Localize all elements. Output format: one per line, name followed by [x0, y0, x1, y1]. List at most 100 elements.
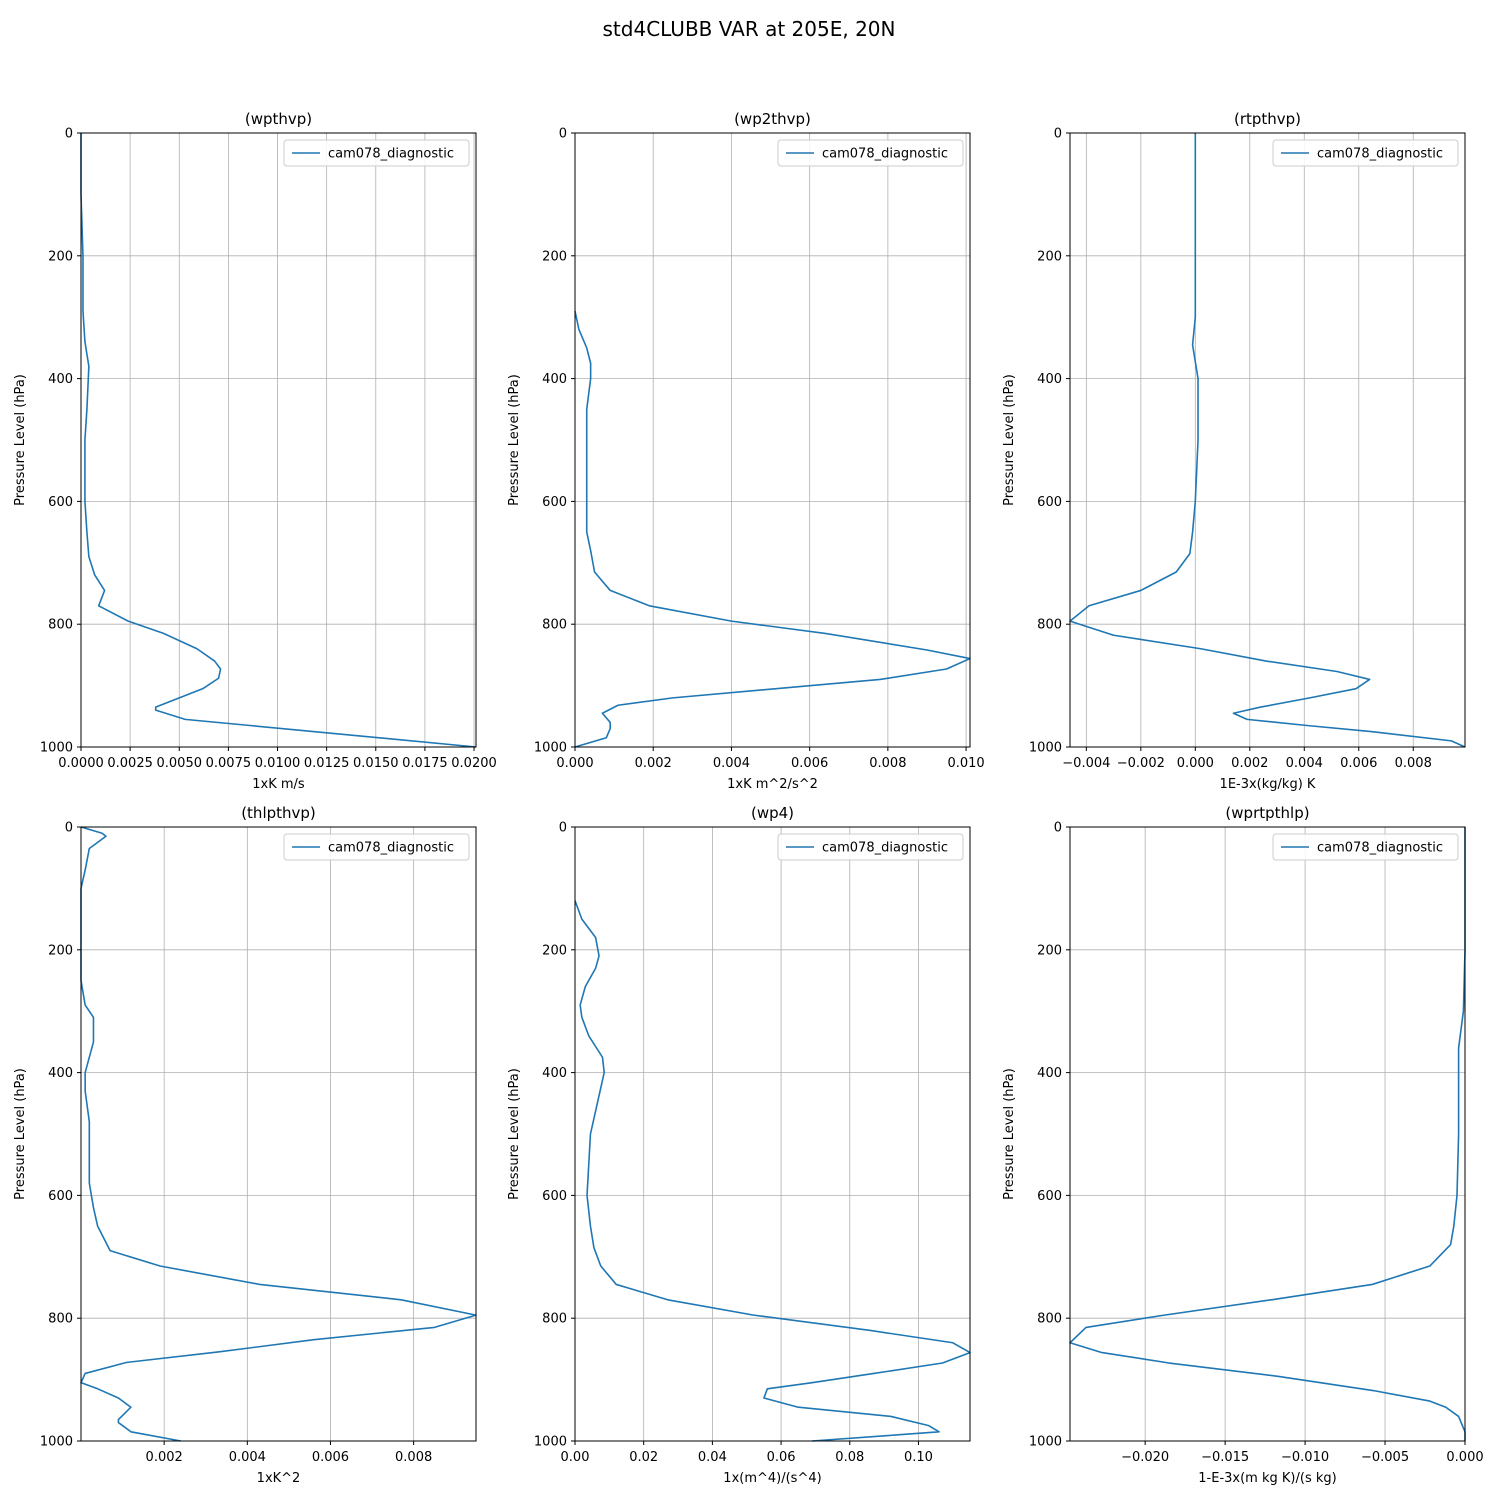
y-tick-label: 800	[542, 618, 567, 633]
y-tick-label: 800	[1037, 1312, 1062, 1327]
legend-box	[777, 833, 964, 861]
axes-frame	[1069, 132, 1466, 748]
x-tick-label: −0.015	[1201, 1450, 1249, 1465]
series-line	[574, 310, 971, 748]
x-tick-label: 0.04	[698, 1450, 727, 1465]
y-tick-label: 0	[65, 821, 73, 836]
x-tick-label: 0.0175	[402, 756, 448, 771]
y-tick-label: 600	[1037, 495, 1062, 510]
x-tick-label: 0.000	[1177, 756, 1214, 771]
y-axis-label: Pressure Level (hPa)	[507, 374, 522, 506]
x-tick-label: 0.0125	[304, 756, 350, 771]
x-tick-label: 0.0150	[353, 756, 399, 771]
y-tick-label: 200	[48, 943, 73, 958]
y-tick-label: 200	[542, 249, 567, 264]
y-tick-label: 1000	[40, 1435, 73, 1450]
subplot-title: (wp4)	[751, 804, 794, 822]
legend-box	[777, 139, 964, 167]
y-tick-label: 800	[542, 1312, 567, 1327]
x-tick-label: 0.004	[713, 756, 750, 771]
series-line	[80, 133, 477, 748]
y-tick-label: 0	[1054, 127, 1062, 142]
x-tick-label: 0.002	[146, 1450, 183, 1465]
legend-box	[283, 833, 470, 861]
x-tick-label: −0.020	[1121, 1450, 1169, 1465]
legend-label: cam078_diagnostic	[328, 841, 454, 856]
y-tick-label: 200	[542, 943, 567, 958]
y-tick-label: 800	[1037, 618, 1062, 633]
y-tick-label: 1000	[1029, 741, 1062, 756]
legend-box	[1272, 833, 1459, 861]
y-tick-label: 800	[48, 1312, 73, 1327]
x-tick-label: 0.0200	[451, 756, 497, 771]
legend-box	[1272, 139, 1459, 167]
x-axis-label: 1xK m^2/s^2	[727, 777, 818, 792]
x-tick-label: −0.010	[1281, 1450, 1329, 1465]
y-tick-label: 600	[1037, 1189, 1062, 1204]
subplot-4: 0.002 0.004 0.006 0.008 0 200 400 600 800 1000 (th…	[13, 804, 477, 1486]
y-tick-label: 200	[1037, 249, 1062, 264]
x-tick-label: 0.0075	[206, 756, 252, 771]
y-axis-label: Pressure Level (hPa)	[1002, 374, 1017, 506]
y-tick-label: 400	[542, 1066, 567, 1081]
x-tick-label: 0.0050	[157, 756, 203, 771]
x-axis-label: 1xK^2	[257, 1471, 301, 1486]
series-line	[574, 900, 971, 1442]
y-tick-label: 200	[48, 249, 73, 264]
series-line	[1069, 827, 1466, 1441]
x-tick-label: 0.006	[791, 756, 828, 771]
y-tick-label: 400	[48, 372, 73, 387]
x-tick-label: 0.002	[1231, 756, 1268, 771]
legend: cam078_diagnostic	[283, 139, 470, 167]
subplot-title: (wp2thvp)	[734, 110, 811, 128]
y-tick-label: 0	[1054, 821, 1062, 836]
y-tick-label: 600	[48, 495, 73, 510]
axes-frame	[1069, 826, 1466, 1442]
x-axis-label: 1E-3x(kg/kg) K	[1220, 777, 1316, 792]
subplot-5: 0.00 0.02 0.04 0.06 0.08 0.10 0 200 400 600 800 100…	[507, 804, 971, 1486]
x-tick-label: −0.005	[1361, 1450, 1409, 1465]
x-tick-label: 0.000	[1446, 1450, 1483, 1465]
subplot-3: −0.004 −0.002 0.000 0.002 0.004 0.006 0.008 0 20…	[1002, 110, 1466, 792]
y-tick-label: 200	[1037, 943, 1062, 958]
y-tick-label: 1000	[1029, 1435, 1062, 1450]
x-tick-label: 0.0100	[255, 756, 301, 771]
figure-title: std4CLUBB VAR at 205E, 20N	[603, 17, 896, 41]
y-tick-label: 400	[1037, 1066, 1062, 1081]
x-tick-label: 0.008	[1395, 756, 1432, 771]
x-tick-label: 0.02	[629, 1450, 658, 1465]
x-tick-label: 0.004	[229, 1450, 266, 1465]
series-line	[1069, 133, 1466, 748]
subplot-title: (thlpthvp)	[241, 804, 316, 822]
legend-label: cam078_diagnostic	[822, 841, 948, 856]
x-tick-label: −0.004	[1062, 756, 1110, 771]
y-axis-label: Pressure Level (hPa)	[13, 1068, 28, 1200]
y-tick-label: 0	[559, 127, 567, 142]
x-tick-label: 0.06	[767, 1450, 796, 1465]
x-tick-label: 0.006	[1340, 756, 1377, 771]
legend: cam078_diagnostic	[1272, 139, 1459, 167]
x-tick-label: 0.006	[312, 1450, 349, 1465]
y-tick-label: 400	[542, 372, 567, 387]
subplot-title: (wprtpthlp)	[1225, 804, 1309, 822]
y-axis-label: Pressure Level (hPa)	[507, 1068, 522, 1200]
x-tick-label: 0.008	[869, 756, 906, 771]
y-tick-label: 1000	[534, 1435, 567, 1450]
x-tick-label: 0.010	[947, 756, 984, 771]
y-tick-label: 400	[48, 1066, 73, 1081]
legend-label: cam078_diagnostic	[822, 147, 948, 162]
y-axis-label: Pressure Level (hPa)	[13, 374, 28, 506]
legend-box	[283, 139, 470, 167]
x-tick-label: 0.0000	[58, 756, 104, 771]
legend: cam078_diagnostic	[777, 139, 964, 167]
x-tick-label: 0.000	[556, 756, 593, 771]
y-tick-label: 1000	[40, 741, 73, 756]
x-tick-label: 0.10	[904, 1450, 933, 1465]
x-axis-label: 1xK m/s	[252, 777, 305, 792]
y-axis-label: Pressure Level (hPa)	[1002, 1068, 1017, 1200]
legend-label: cam078_diagnostic	[1317, 841, 1443, 856]
x-tick-label: 0.0025	[107, 756, 153, 771]
legend-label: cam078_diagnostic	[328, 147, 454, 162]
y-tick-label: 600	[48, 1189, 73, 1204]
